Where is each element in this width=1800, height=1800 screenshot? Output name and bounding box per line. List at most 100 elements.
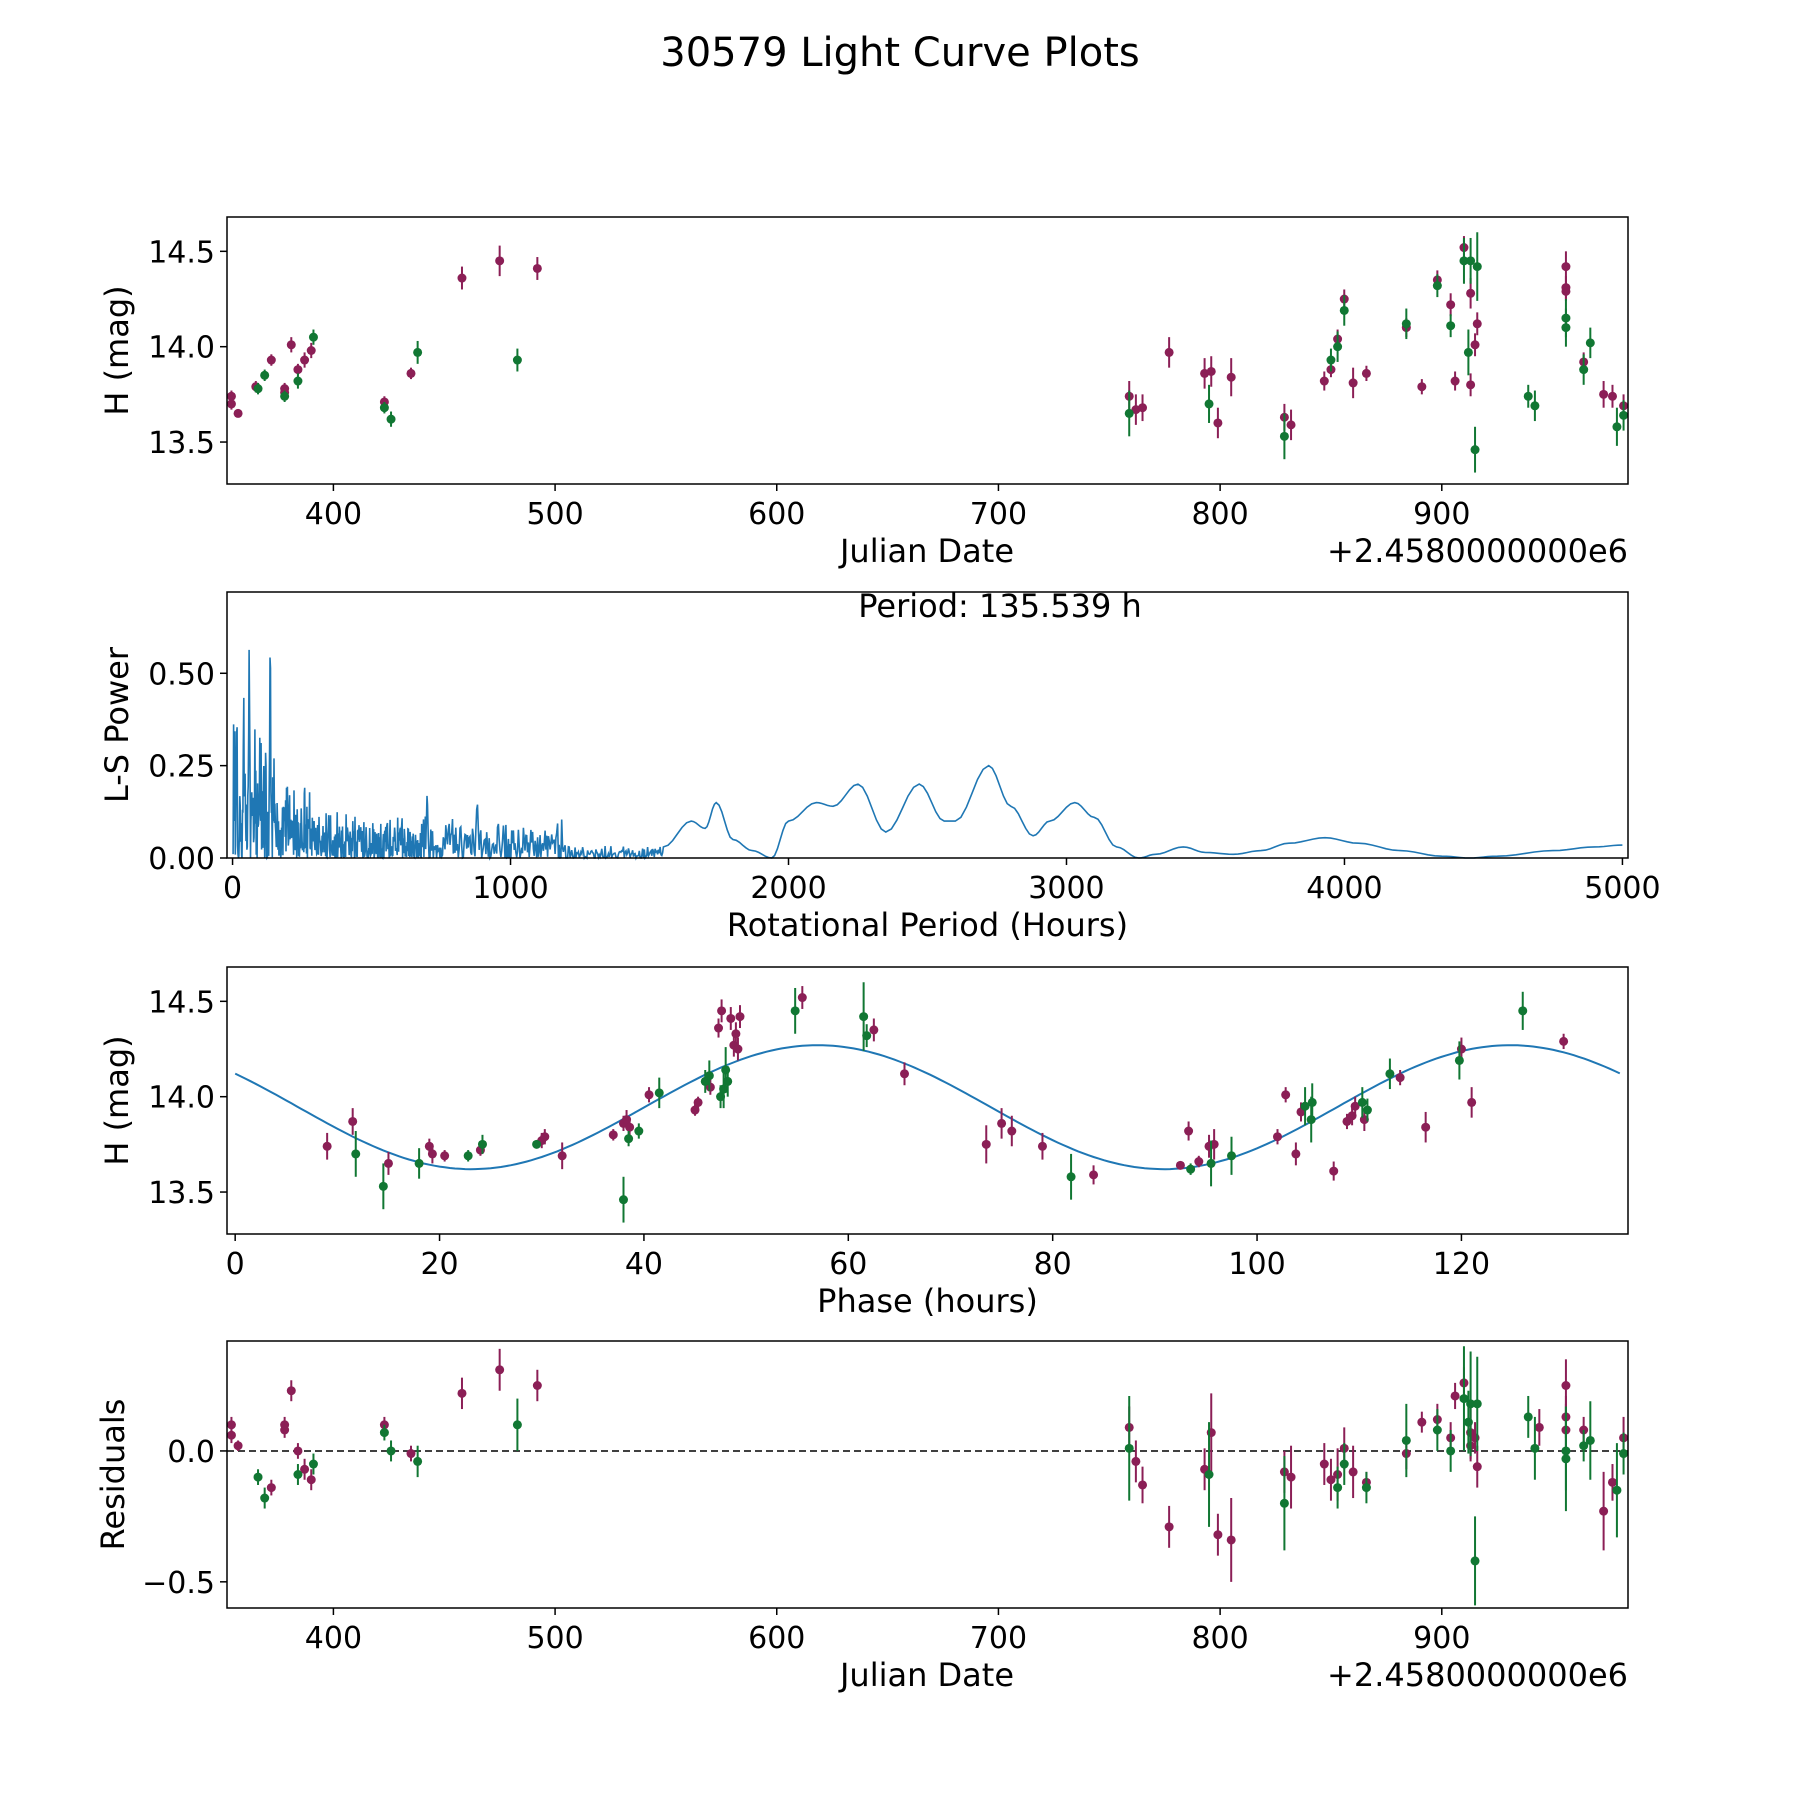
periodogram-xtick-label: 2000 — [750, 871, 826, 906]
light-curve-offset-text: +2.4580000000e6 — [1327, 532, 1628, 570]
point-marker — [1281, 1090, 1291, 1100]
point-marker — [733, 1044, 743, 1054]
periodogram-ytick-label: 0.50 — [148, 657, 215, 692]
residuals-ytick-label: 0.0 — [167, 1435, 215, 1470]
periodogram-xtick-label: 4000 — [1306, 871, 1382, 906]
data-point-band-a — [1350, 1096, 1360, 1116]
data-point-band-b — [1561, 1411, 1571, 1491]
data-point-band-a — [1007, 1115, 1017, 1147]
point-marker — [300, 1464, 310, 1474]
data-point-band-a — [735, 1005, 745, 1029]
data-point-band-b — [790, 987, 800, 1034]
point-marker — [351, 1149, 361, 1159]
data-point-band-a — [1326, 1458, 1336, 1501]
data-point-band-a — [1446, 293, 1456, 317]
point-marker — [348, 1116, 358, 1126]
data-point-band-a — [1599, 381, 1609, 408]
data-point-band-a — [383, 1151, 393, 1175]
point-marker — [790, 1006, 800, 1016]
point-marker — [1291, 1149, 1301, 1159]
light-curve-xlabel: Julian Date — [838, 532, 1014, 570]
point-marker — [1459, 256, 1469, 266]
point-marker — [1272, 1132, 1282, 1142]
data-point-band-a — [1348, 367, 1358, 399]
point-marker — [869, 1025, 879, 1035]
data-point-band-b — [280, 390, 290, 402]
data-point-band-a — [981, 1125, 991, 1164]
data-point-band-b — [386, 1440, 396, 1462]
point-marker — [624, 1134, 634, 1144]
point-marker — [253, 1472, 263, 1482]
data-point-band-b — [1333, 1466, 1343, 1509]
periodogram-ytick-label: 0.00 — [148, 842, 215, 877]
residuals-axes — [226, 1340, 1629, 1609]
light-curve-ytick-label: 13.5 — [148, 426, 215, 461]
data-point-band-b — [723, 1066, 733, 1097]
phased-curve-xlabel: Phase (hours) — [817, 1282, 1038, 1320]
data-point-band-a — [693, 1096, 703, 1109]
point-marker — [1089, 1170, 1099, 1180]
panel-residuals: 400 500 600 700 800 900 −0.5 0.0 Julian Date Re… — [94, 1340, 1629, 1694]
point-marker — [1186, 1164, 1196, 1174]
data-point-band-b — [1518, 991, 1528, 1030]
point-marker — [463, 1151, 473, 1161]
point-marker — [226, 1430, 236, 1440]
data-point-band-a — [1037, 1132, 1047, 1160]
point-marker — [233, 408, 243, 418]
data-point-band-b — [1466, 1351, 1476, 1457]
point-marker — [306, 346, 316, 355]
point-marker — [1401, 1435, 1411, 1445]
data-point-band-a — [625, 1117, 635, 1137]
point-marker — [1226, 372, 1236, 382]
point-marker — [1362, 1105, 1372, 1115]
point-marker — [1523, 1412, 1533, 1422]
point-marker — [406, 368, 416, 378]
data-point-band-a — [608, 1129, 618, 1141]
data-point-band-b — [1124, 1395, 1134, 1501]
data-point-band-b — [1579, 354, 1589, 385]
point-marker — [644, 1090, 654, 1100]
point-marker — [266, 1483, 276, 1493]
periodogram-ytick-label: 0.25 — [148, 750, 215, 785]
residuals-xlabel: Julian Date — [838, 1656, 1014, 1694]
data-point-band-b — [1472, 232, 1482, 301]
point-marker — [654, 1088, 664, 1098]
point-marker — [1357, 1097, 1367, 1107]
point-marker — [1466, 256, 1476, 266]
data-point-band-a — [726, 1007, 736, 1030]
point-marker — [226, 1420, 236, 1430]
point-marker — [386, 414, 396, 424]
data-point-band-a — [1226, 358, 1236, 397]
periodogram-xtick-label: 1000 — [472, 871, 548, 906]
phased-curve-xtick-label: 100 — [1228, 1247, 1285, 1282]
point-marker — [618, 1195, 628, 1205]
point-marker — [383, 1158, 393, 1168]
point-marker — [1326, 355, 1336, 365]
point-marker — [457, 273, 467, 283]
point-marker — [1307, 1097, 1317, 1107]
data-point-band-a — [348, 1108, 358, 1135]
data-point-band-a — [1534, 1409, 1544, 1446]
point-marker — [1559, 1036, 1569, 1046]
data-point-band-b — [1446, 314, 1456, 338]
point-marker — [1530, 401, 1540, 411]
periodogram-xlabel: Rotational Period (Hours) — [727, 906, 1128, 944]
point-marker — [1339, 305, 1349, 315]
data-point-band-b — [1361, 1471, 1371, 1504]
point-marker — [1607, 391, 1617, 401]
data-point-band-b — [1432, 274, 1442, 298]
data-point-band-a — [233, 1440, 243, 1451]
point-marker — [266, 355, 276, 365]
data-point-band-b — [1579, 1430, 1589, 1462]
data-point-band-b — [532, 1139, 542, 1149]
phased-curve-ytick-label: 13.5 — [148, 1176, 215, 1211]
point-marker — [1306, 1115, 1316, 1125]
data-point-band-a — [1138, 1466, 1148, 1504]
data-point-band-b — [1446, 1430, 1456, 1472]
data-point-band-b — [862, 1024, 872, 1048]
point-marker — [608, 1130, 618, 1140]
data-point-band-b — [1204, 1422, 1214, 1527]
point-marker — [1579, 365, 1589, 375]
phased-curve-xtick-label: 60 — [829, 1247, 867, 1282]
data-point-band-a — [1194, 1155, 1204, 1168]
